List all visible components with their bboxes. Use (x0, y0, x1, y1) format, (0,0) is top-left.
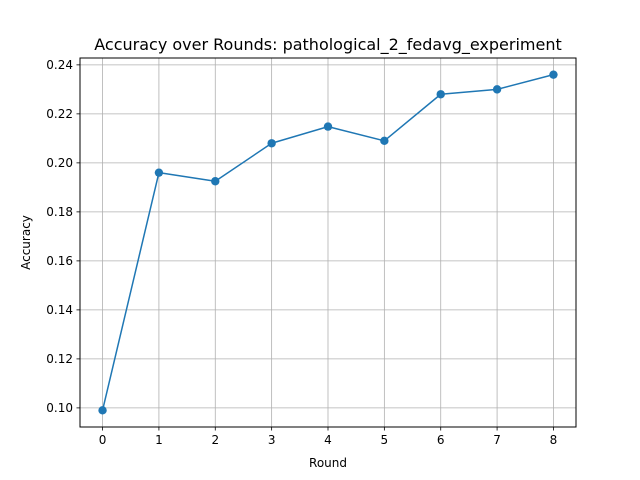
x-tick-label: 3 (268, 433, 276, 447)
y-tick-label: 0.14 (46, 303, 73, 317)
x-tick-label: 5 (381, 433, 389, 447)
y-axis-title: Accuracy (19, 215, 33, 270)
y-tick-label: 0.16 (46, 254, 73, 268)
x-tick-label: 7 (493, 433, 501, 447)
grid-lines (80, 58, 576, 427)
x-tick-label: 1 (155, 433, 163, 447)
y-tick-label: 0.18 (46, 205, 73, 219)
data-point (323, 122, 333, 131)
series-layer (98, 70, 558, 415)
x-tick-label: 4 (324, 433, 332, 447)
chart-title: Accuracy over Rounds: pathological_2_fed… (94, 35, 562, 55)
data-point (154, 168, 164, 177)
y-tick-label: 0.10 (46, 401, 73, 415)
data-point (267, 139, 276, 148)
data-point (436, 90, 445, 99)
x-tick-label: 6 (437, 433, 445, 447)
x-axis-title: Round (309, 456, 347, 470)
y-tick-label: 0.22 (46, 107, 73, 121)
data-point (211, 177, 220, 186)
y-tick-label: 0.24 (46, 58, 73, 72)
data-point (98, 406, 107, 415)
y-tick-label: 0.12 (46, 352, 73, 366)
axis-ticks: 0 1 2 3 4 5 6 7 8 0.10 0.12 0.14 0.16 0.18 0.20 0.22 0.2… (46, 58, 557, 447)
data-point (492, 85, 502, 94)
x-tick-label: 0 (99, 433, 107, 447)
y-tick-label: 0.20 (46, 156, 73, 170)
data-point (380, 136, 389, 146)
x-tick-label: 2 (211, 433, 219, 447)
data-point (549, 70, 558, 79)
x-tick-label: 8 (550, 433, 558, 447)
